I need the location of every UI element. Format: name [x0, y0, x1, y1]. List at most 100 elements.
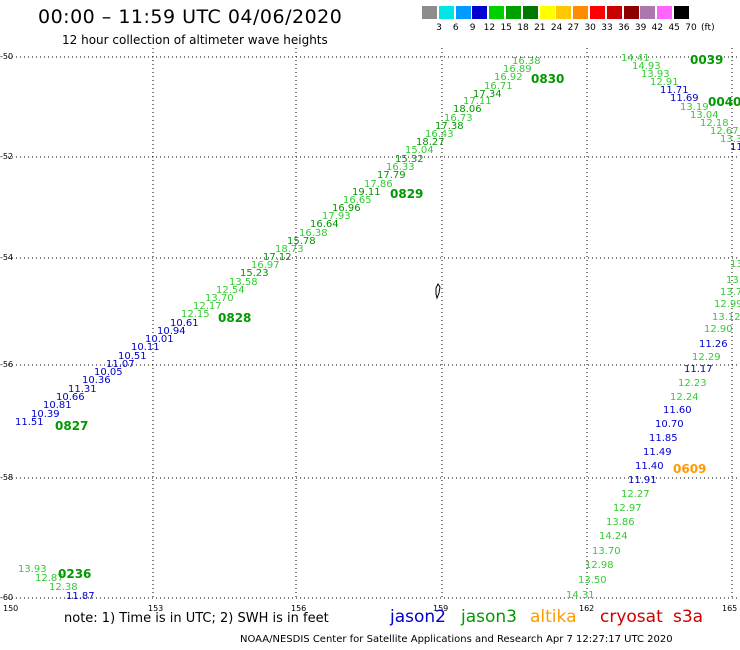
- wave-height-value: 11.51: [15, 417, 44, 428]
- wave-height-value: 10.61: [170, 318, 199, 329]
- scale-label: 45: [668, 23, 680, 33]
- wave-height-value: 13.12: [712, 312, 740, 323]
- wave-height-value: 17.11: [463, 96, 492, 107]
- wave-height-value: 11.60: [663, 405, 692, 416]
- longitude-tick: 153: [148, 604, 164, 613]
- pass-time-label: 0827: [55, 419, 88, 433]
- satellite-legend-cryosat: cryosat: [600, 607, 663, 627]
- wave-height-value: 16.43: [425, 129, 454, 140]
- wave-height-value: 11.17: [684, 364, 713, 375]
- pass-time-labels: 0830 0829 0828 0827 0039 0040 0609 0236: [55, 53, 740, 581]
- scale-label: 39: [634, 23, 647, 33]
- scale-label: 70: [685, 23, 697, 33]
- wave-height-value: 12.87: [35, 573, 64, 584]
- scale-label: 21: [534, 23, 546, 33]
- scale-swatch: [556, 6, 572, 19]
- wave-height-value: 11.91: [628, 475, 657, 486]
- satellite-legend-altika: altika: [530, 607, 577, 627]
- wave-height-value: 19.11: [352, 187, 381, 198]
- scale-swatch: [623, 6, 639, 19]
- wave-height-value: 13.70: [592, 546, 621, 557]
- scale-unit: (ft): [701, 23, 715, 33]
- latitude-tick: -54: [0, 253, 14, 262]
- scale-swatch: [606, 6, 622, 19]
- scale-swatch: [522, 6, 538, 19]
- wave-height-value: 14.41: [621, 53, 650, 64]
- scale-swatch: [674, 6, 689, 19]
- wave-height-value: 12.91: [650, 77, 679, 88]
- wave-height-value: 10.05: [94, 367, 123, 378]
- wave-height-value: 10.01: [145, 334, 174, 345]
- island-outline: [435, 283, 441, 300]
- credit-line: NOAA/NESDIS Center for Satellite Applica…: [240, 634, 673, 645]
- longitude-tick: 150: [3, 604, 19, 613]
- longitude-tick: 162: [579, 604, 595, 613]
- wave-height-value: 11.71: [660, 85, 689, 96]
- map-title: 00:00 – 11:59 UTC 04/06/2020: [38, 6, 343, 28]
- wave-height-value: 16.73: [444, 113, 473, 124]
- wave-height-value: 10.94: [157, 326, 186, 337]
- wave-height-value: 12.29: [692, 352, 721, 363]
- wave-height-value: 17.34: [473, 89, 502, 100]
- scale-swatch: [657, 6, 673, 19]
- wave-height-value: 13.04: [690, 110, 719, 121]
- wave-height-value: 13.93: [641, 69, 670, 80]
- wave-height-value: 11.40: [635, 461, 664, 472]
- wave-height-value: 13.93: [18, 564, 47, 575]
- satellite-legend-jason2: jason2: [390, 607, 446, 627]
- wave-height-value: 18.27: [416, 137, 445, 148]
- wave-height-value: 11.49: [643, 447, 672, 458]
- wave-height-value: 11.26: [699, 339, 728, 350]
- scale-label: 3: [436, 23, 442, 33]
- scale-swatch: [573, 6, 589, 19]
- wave-height-value: 10.70: [655, 419, 684, 430]
- wave-height-value: 16.89: [503, 64, 532, 75]
- scale-label: 6: [452, 23, 459, 33]
- footer-note: note: 1) Time is in UTC; 2) SWH is in fe…: [64, 611, 329, 626]
- latitude-tick: -50: [0, 52, 14, 61]
- wave-height-value: 10.36: [82, 375, 111, 386]
- wave-height-value: 10.39: [31, 409, 60, 420]
- latitude-tick: -56: [0, 360, 14, 369]
- wave-height-value: 13.86: [606, 517, 635, 528]
- wave-height-value: 16.38: [299, 228, 328, 239]
- wave-height-value: 10.11: [131, 342, 160, 353]
- wave-height-value: 13.9: [730, 259, 740, 270]
- wave-height-value: 13.50: [578, 575, 607, 586]
- pass-time-label: 0039: [690, 53, 723, 67]
- wave-height-value: 18.06: [453, 104, 482, 115]
- wave-height-value: 14.24: [599, 531, 628, 542]
- wave-height-value: 16.71: [484, 81, 513, 92]
- scale-swatch: [506, 6, 521, 19]
- wave-height-value: 12.99: [714, 299, 740, 310]
- scale-label: 24: [550, 23, 563, 33]
- satellite-legend-jason3: jason3: [461, 607, 517, 627]
- wave-height-value: 12.27: [621, 489, 650, 500]
- wave-height-value: 12.97: [613, 503, 642, 514]
- wave-height-value: 12.15: [181, 309, 210, 320]
- wave-height-value: 16.38: [512, 56, 541, 67]
- wave-height-value: 10.66: [56, 392, 85, 403]
- wave-height-value: 13.3: [720, 134, 740, 145]
- scale-label: 15: [500, 23, 512, 33]
- wave-height-value: 16.64: [310, 219, 339, 230]
- wave-height-value: 12.67: [710, 126, 739, 137]
- scale-swatch: [455, 6, 471, 19]
- pass-time-label: 0609: [673, 462, 706, 476]
- wave-height-value: 12.18: [700, 118, 729, 129]
- wave-height-value: 16.96: [332, 203, 361, 214]
- wave-height-value: 13.70: [205, 293, 234, 304]
- longitude-tick: 165: [722, 604, 738, 613]
- scale-label: 33: [601, 23, 613, 33]
- scale-swatch: [472, 6, 488, 19]
- wave-height-value: 11.31: [68, 384, 97, 395]
- scale-label: 27: [567, 23, 580, 33]
- coastline: [435, 283, 441, 300]
- scale-label: 18: [517, 23, 529, 33]
- longitude-tick: 159: [433, 604, 449, 613]
- latitude-tick: -60: [0, 593, 14, 602]
- wave-height-value: 17.86: [364, 179, 393, 190]
- wave-height-value: 16.33: [386, 162, 415, 173]
- scale-swatch: [539, 6, 555, 19]
